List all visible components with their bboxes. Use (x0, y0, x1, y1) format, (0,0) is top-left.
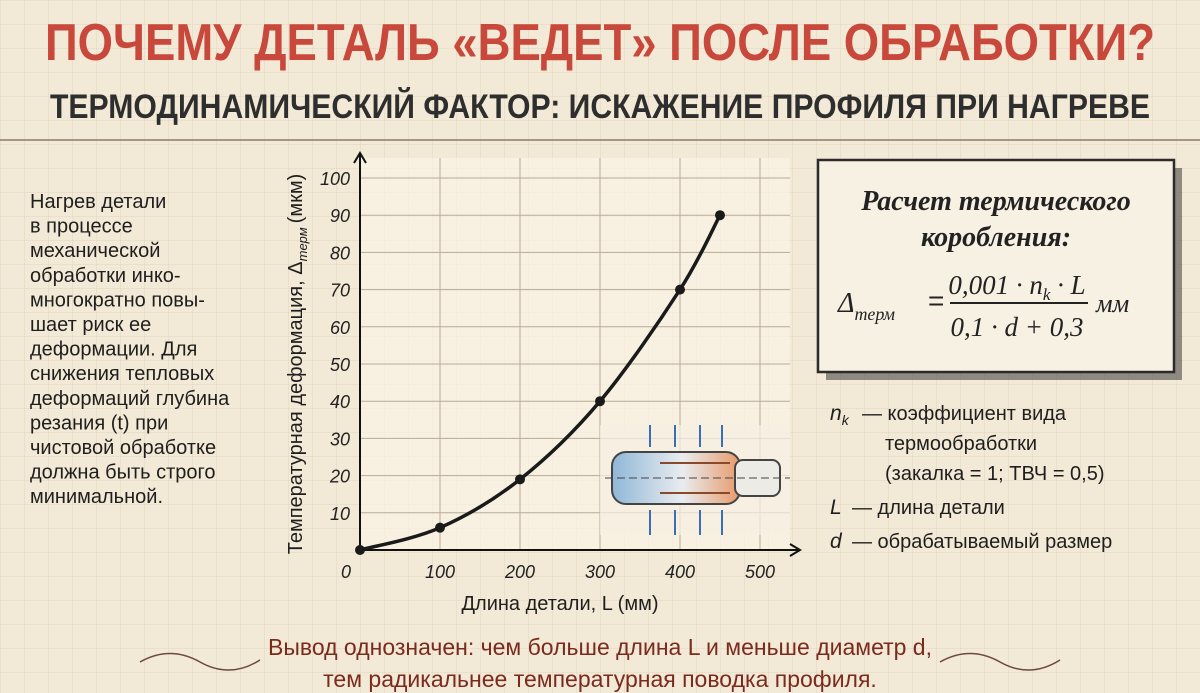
paragraph-line: резания (t) при (30, 412, 168, 434)
paragraph-line: механической (30, 240, 160, 262)
x-tick-label: 400 (665, 562, 695, 582)
formula-denominator: 0,1 · d + 0,3 (951, 312, 1084, 342)
data-point (515, 474, 525, 485)
y-tick-label: 70 (330, 281, 350, 301)
paragraph-line: деформаций глубина (30, 388, 230, 410)
y-tick-label: 40 (330, 392, 350, 412)
note-line: термообработки (885, 433, 1037, 455)
note-symbol: nk (830, 402, 850, 428)
y-axis-label-part: Температурная деформация, Δ (285, 261, 307, 554)
chart: 10 20 30 40 50 60 70 80 90 100 0 100 200 300 400 500 Дли… (285, 151, 802, 615)
conclusion-line: тем радикальнее температурная поводка пр… (323, 666, 877, 692)
formula-title: Расчет термического (860, 186, 1130, 217)
formula-lhs: Δтерм (837, 288, 896, 324)
note-symbol-sub: k (842, 412, 850, 428)
heat-illustration (600, 425, 790, 535)
conclusion-line: Вывод однозначен: чем больше длина L и м… (268, 634, 932, 660)
formula-box (816, 158, 1176, 374)
note-symbol-main: d (830, 530, 843, 553)
note-line: — длина детали (852, 497, 1005, 519)
formula-numerator: 0,001 · nk · L (948, 270, 1085, 304)
formula-title: коробления: (921, 222, 1071, 253)
data-point (715, 210, 725, 221)
note-line: — обрабатываемый размер (852, 531, 1112, 553)
y-axis-label: Температурная деформация, Δтерм (мкм) (285, 174, 310, 555)
x-tick-label: 200 (504, 562, 535, 582)
title: ПОЧЕМУ ДЕТАЛЬ «ВЕДЕТ» ПОСЛЕ ОБРАБОТКИ? (45, 14, 1155, 72)
paragraph-line: обработки инко- (30, 265, 181, 287)
y-tick-label: 90 (330, 206, 350, 226)
x-tick-label: 100 (425, 562, 455, 582)
y-axis-label-part: (мкм) (285, 174, 307, 224)
y-tick-label: 60 (330, 318, 350, 338)
note-symbol: d (830, 530, 843, 553)
x-axis-label: Длина детали, L (мм) (461, 593, 658, 615)
ornament (139, 652, 1061, 671)
x-tick-label: 500 (745, 562, 775, 582)
paragraph-line: чистовой обработке (30, 437, 216, 459)
note-line: (закалка = 1; ТВЧ = 0,5) (885, 463, 1105, 485)
note-symbol-main: n (830, 402, 842, 425)
y-tick-label: 10 (330, 504, 350, 524)
formula-equals: = (928, 285, 944, 316)
paragraph-line: многократно повы- (30, 289, 205, 311)
data-point (595, 396, 605, 407)
x-axis (360, 543, 802, 557)
paragraph-line: снижения тепловых (30, 363, 214, 385)
y-tick-label: 80 (330, 243, 350, 263)
y-tick-label: 30 (330, 429, 350, 449)
x-tick-label: 300 (585, 562, 615, 582)
paragraph-line: шает риск ее (30, 314, 151, 336)
conclusion: Вывод однозначен: чем больше длина L и м… (268, 634, 932, 692)
y-tick-label: 50 (330, 355, 350, 375)
paragraph-line: в процессе (30, 216, 133, 238)
paragraph-line: должна быть строго (30, 462, 215, 484)
note-symbol: L (830, 496, 842, 519)
y-tick-label: 100 (320, 169, 350, 189)
paragraph-line: минимальной. (30, 486, 163, 508)
y-axis (353, 151, 367, 550)
y-tick-label: 20 (329, 467, 350, 487)
data-point (355, 545, 365, 555)
data-point (675, 284, 685, 295)
paragraph-line: деформации. Для (30, 339, 197, 361)
note-line: — коэффициент вида (862, 403, 1067, 425)
subtitle: ТЕРМОДИНАМИЧЕСКИЙ ФАКТОР: ИСКАЖЕНИЕ ПРОФ… (50, 87, 1150, 126)
data-point (435, 522, 445, 533)
formula-unit: мм (1095, 289, 1129, 318)
x-tick-label: 0 (341, 562, 351, 582)
note-symbol-main: L (830, 496, 842, 519)
notes: nk — коэффициент вида термообработки (закал… (830, 402, 1112, 553)
y-axis-label-sub: терм (295, 227, 310, 261)
paragraph-line: Нагрев детали (30, 191, 166, 213)
